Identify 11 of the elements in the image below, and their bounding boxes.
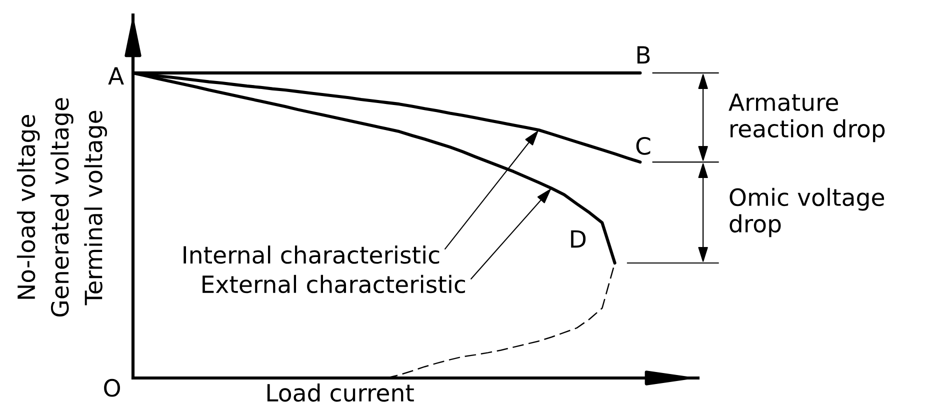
text: Omic voltage drop xyxy=(730,188,884,238)
annotation: Internal characteristic xyxy=(184,246,440,264)
text: Armature reaction drop xyxy=(728,94,885,142)
annotation: C xyxy=(636,136,650,155)
annotation: External characteristic xyxy=(202,274,465,294)
annotation: D xyxy=(571,230,586,248)
text: A xyxy=(108,67,124,84)
y-axis-title: No-load voltage Generated voltage Terminal voltage xyxy=(16,98,108,317)
text: O xyxy=(104,378,120,397)
x-axis-title: Load current xyxy=(267,383,414,402)
text: B xyxy=(637,46,650,64)
